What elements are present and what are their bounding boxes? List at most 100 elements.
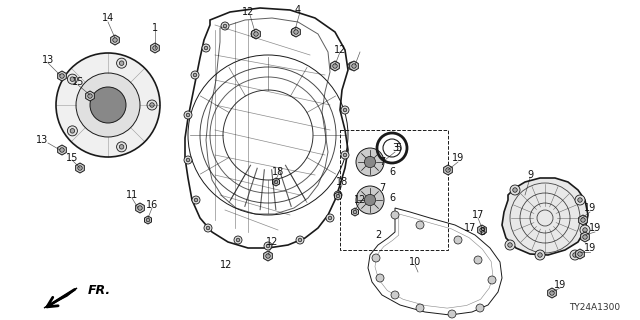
Circle shape [513,188,517,192]
Circle shape [192,196,200,204]
Text: 12: 12 [242,7,254,17]
Circle shape [480,228,484,232]
Circle shape [508,243,512,247]
Circle shape [353,210,357,214]
Polygon shape [548,288,556,298]
Circle shape [204,46,208,50]
Polygon shape [264,251,273,261]
Circle shape [253,32,259,36]
Circle shape [90,87,126,123]
Circle shape [119,145,124,149]
Polygon shape [575,249,584,259]
Circle shape [264,242,272,250]
Polygon shape [335,192,342,200]
Text: 2: 2 [375,230,381,240]
Circle shape [186,158,190,162]
Circle shape [88,94,92,98]
Circle shape [77,166,83,170]
Circle shape [356,186,384,214]
Text: 12: 12 [334,45,346,55]
Circle shape [341,106,349,114]
Text: 19: 19 [589,223,601,233]
Text: 7: 7 [379,157,385,167]
Circle shape [274,180,278,184]
Text: 19: 19 [554,280,566,290]
Circle shape [583,228,588,232]
Circle shape [550,291,554,295]
Circle shape [578,198,582,202]
Text: 17: 17 [472,210,484,220]
Circle shape [294,30,298,34]
Polygon shape [145,216,152,224]
Text: 15: 15 [72,77,84,87]
Circle shape [153,46,157,50]
Circle shape [326,214,334,222]
Circle shape [298,238,302,242]
Circle shape [350,64,354,68]
Circle shape [266,254,270,258]
Circle shape [150,103,154,107]
Text: 3: 3 [392,143,398,153]
Circle shape [505,240,515,250]
Polygon shape [44,288,77,308]
Circle shape [336,193,340,197]
Circle shape [364,156,376,168]
Circle shape [376,274,384,282]
Circle shape [223,24,227,28]
Circle shape [147,100,157,110]
Circle shape [336,194,340,198]
Text: 19: 19 [584,243,596,253]
Circle shape [331,62,339,70]
Circle shape [221,22,229,30]
Circle shape [356,148,384,176]
Circle shape [191,71,199,79]
Circle shape [146,218,150,222]
Circle shape [119,61,124,65]
Circle shape [333,64,337,68]
Circle shape [391,291,399,299]
Circle shape [575,195,585,205]
Polygon shape [349,61,358,71]
Polygon shape [331,61,339,71]
Text: 12: 12 [266,237,278,247]
Circle shape [70,77,75,81]
Circle shape [343,108,347,112]
Circle shape [60,148,64,152]
Circle shape [391,211,399,219]
Polygon shape [477,225,486,235]
Polygon shape [150,43,159,53]
Text: 4: 4 [295,5,301,15]
Circle shape [341,151,349,159]
Circle shape [138,206,142,210]
Circle shape [202,44,210,52]
Text: 6: 6 [389,193,395,203]
Text: 1: 1 [152,23,158,33]
Circle shape [445,168,451,172]
Circle shape [343,153,347,157]
Circle shape [416,221,424,229]
Polygon shape [502,178,588,255]
Circle shape [113,38,117,42]
Circle shape [206,226,210,230]
Circle shape [372,254,380,262]
Text: 14: 14 [102,13,114,23]
Circle shape [194,198,198,202]
Circle shape [348,62,356,70]
Circle shape [193,73,197,77]
Circle shape [488,276,496,284]
Circle shape [328,216,332,220]
Text: 13: 13 [36,135,48,145]
Circle shape [70,129,75,133]
Circle shape [60,74,64,78]
Circle shape [333,64,337,68]
Text: 12: 12 [354,195,366,205]
Polygon shape [111,35,119,45]
Circle shape [583,235,588,239]
Text: FR.: FR. [88,284,111,297]
Text: 15: 15 [66,153,78,163]
Polygon shape [58,71,67,81]
Text: 9: 9 [527,170,533,180]
Polygon shape [136,203,145,213]
Polygon shape [86,91,94,101]
Text: TY24A1300: TY24A1300 [569,303,620,312]
